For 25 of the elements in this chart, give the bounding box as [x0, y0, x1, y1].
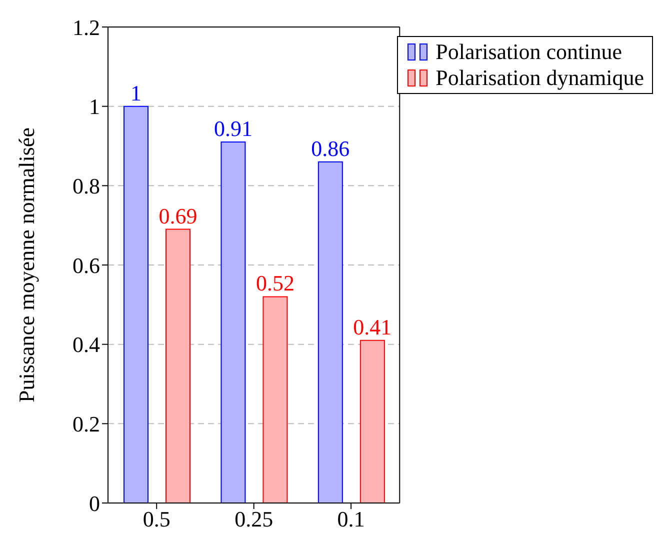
bar — [318, 161, 343, 503]
y-tick-label: 1 — [89, 94, 100, 120]
bar — [124, 106, 148, 503]
x-tick-label: 0.25 — [234, 506, 274, 532]
y-axis-title: Puissance moyenne normalisée — [14, 128, 39, 402]
data-label: 0.69 — [158, 203, 198, 228]
y-tick-label: 1.2 — [72, 14, 100, 40]
data-label: 0.91 — [214, 116, 252, 142]
x-tick-label: 0.5 — [142, 506, 170, 532]
bar — [166, 228, 190, 503]
legend-label: Polarisation continue — [436, 39, 622, 65]
bar — [360, 340, 385, 503]
x-tick-label: 0.1 — [337, 506, 365, 532]
y-tick-label: 0.8 — [72, 173, 100, 198]
data-label: 0.41 — [353, 314, 392, 340]
data-label: 0.52 — [256, 270, 294, 296]
data-label: 0.86 — [311, 136, 350, 161]
y-tick-label: 0.4 — [72, 332, 100, 358]
y-tick-label: 0 — [89, 490, 100, 516]
bar — [262, 296, 288, 503]
y-tick-label: 0.6 — [72, 252, 100, 278]
legend-label: Polarisation dynamique — [436, 65, 644, 91]
data-label: 1 — [130, 80, 142, 106]
bar — [220, 142, 246, 503]
y-tick-label: 0.2 — [72, 411, 100, 436]
